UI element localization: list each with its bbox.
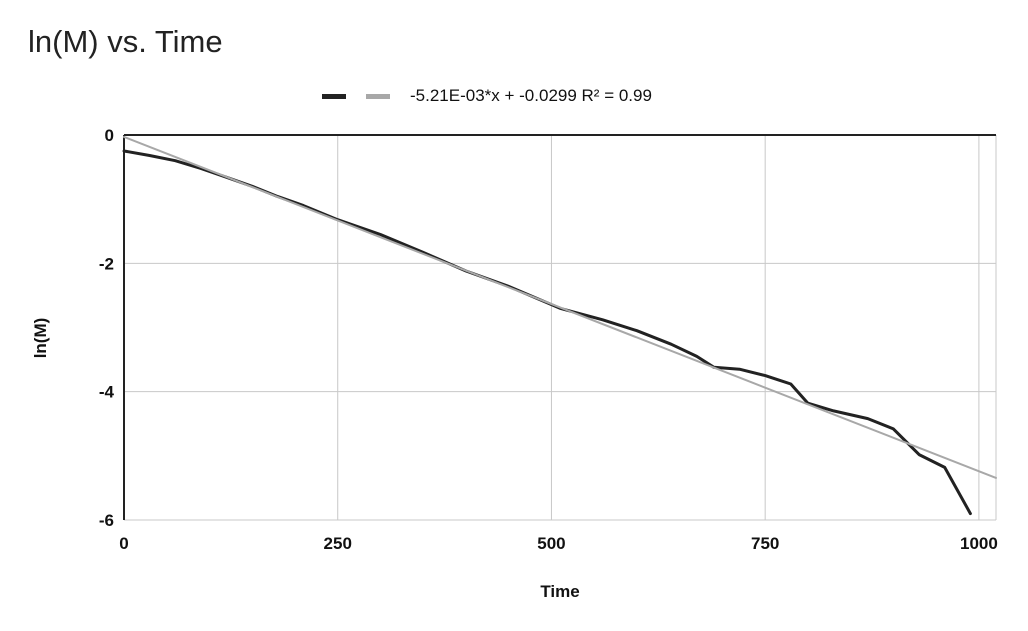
x-tick-label: 500 <box>537 534 565 553</box>
data-series-line <box>122 149 972 516</box>
legend-swatch-data <box>322 93 346 99</box>
x-tick-label: 0 <box>119 534 128 553</box>
chart-title: ln(M) vs. Time <box>28 24 223 59</box>
x-tick-label: 750 <box>751 534 779 553</box>
y-axis-label: ln(M) <box>31 318 50 359</box>
legend-swatch-trendline <box>366 93 390 99</box>
x-tick-label: 1000 <box>960 534 998 553</box>
trendline-series <box>123 135 997 479</box>
grid <box>124 135 997 521</box>
series-group <box>122 135 997 516</box>
y-tick-label: -6 <box>99 511 114 530</box>
y-tick-label: 0 <box>105 126 114 145</box>
legend: -5.21E-03*x + -0.0299 R² = 0.99 <box>322 84 652 108</box>
axes <box>123 134 996 520</box>
legend-label-trendline: -5.21E-03*x + -0.0299 R² = 0.99 <box>410 86 652 105</box>
x-tick-label: 250 <box>324 534 352 553</box>
y-tick-label: -4 <box>99 383 115 402</box>
x-axis-label: Time <box>540 582 579 601</box>
tick-labels: 0 250 500 750 1000 0 -2 -4 -6 <box>99 126 998 553</box>
y-tick-label: -2 <box>99 254 114 273</box>
